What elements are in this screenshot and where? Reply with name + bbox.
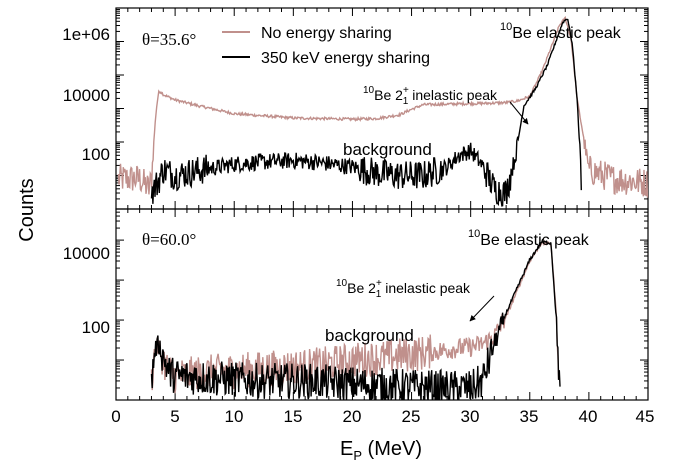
- xtick-label-25: 25: [402, 407, 421, 426]
- top-axis-ticks: [115, 7, 649, 210]
- bottom-elastic-peak-label: 10Be elastic peak: [468, 228, 590, 249]
- xtick-label-5: 5: [170, 407, 179, 426]
- top-inelastic-peak-label: 10Be 2+ 1 inelastic peak: [363, 85, 498, 107]
- bottom-inelastic-peak-label: 10Be 2+ 1 inelastic peak: [336, 278, 471, 300]
- xtick-label-45: 45: [636, 407, 655, 426]
- top-angle-label: θ=35.6°: [142, 30, 196, 49]
- bottom-angle-label: θ=60.0°: [142, 230, 196, 249]
- xtick-label-40: 40: [579, 407, 598, 426]
- x-axis-label: EP (MeV): [340, 438, 422, 463]
- top-ytick-label-1e06: 1e+06: [62, 25, 110, 44]
- bottom-ytick-label-10000: 10000: [63, 244, 110, 263]
- top-350kev-sharing-series-line: [150, 18, 582, 207]
- top-background-label: background: [343, 140, 432, 159]
- top-inelastic-arrow: [509, 101, 529, 125]
- top-ytick-label-10000: 10000: [63, 86, 110, 105]
- bottom-inelastic-arrow: [469, 295, 495, 322]
- legend-label-no-sharing: No energy sharing: [261, 25, 392, 42]
- xtick-label-30: 30: [461, 407, 480, 426]
- legend: No energy sharing 350 keV energy sharing: [222, 25, 430, 67]
- top-no-sharing-series-line: [117, 15, 648, 198]
- xtick-label-10: 10: [225, 407, 244, 426]
- xtick-label-0: 0: [111, 407, 120, 426]
- xtick-label-20: 20: [343, 407, 362, 426]
- bottom-background-label: background: [325, 326, 414, 345]
- top-elastic-peak-label: 10Be elastic peak: [500, 21, 622, 42]
- top-ytick-label-100: 100: [82, 145, 110, 164]
- bottom-ytick-label-100: 100: [82, 318, 110, 337]
- legend-label-350kev-sharing: 350 keV energy sharing: [261, 50, 430, 67]
- bottom-350kev-sharing-series-line: [150, 238, 561, 400]
- y-axis-label: Counts: [16, 178, 38, 241]
- xtick-label-15: 15: [284, 407, 303, 426]
- xtick-label-35: 35: [520, 407, 539, 426]
